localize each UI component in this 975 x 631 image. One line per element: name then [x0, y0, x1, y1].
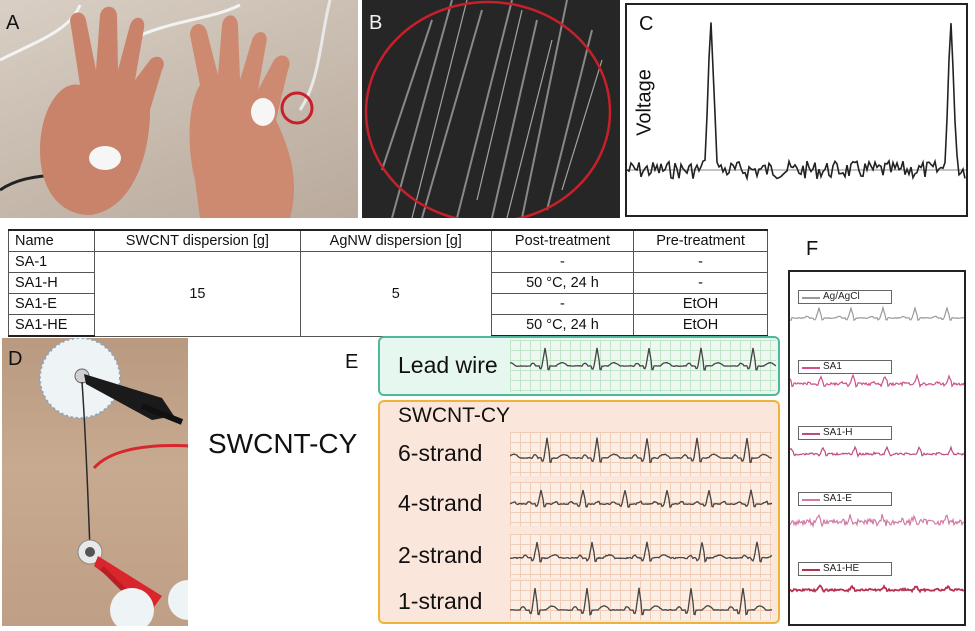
ecg-grid-4-strand: [509, 482, 773, 526]
table-row: SA1-HE 50 °C, 24 h EtOH: [7, 314, 768, 337]
post-treatment: 50 °C, 24 h: [490, 272, 635, 294]
table-row: SA-1 15 5 - -: [7, 251, 768, 337]
legend-swatch: [802, 297, 820, 299]
ecg-trace-2-strand: [509, 541, 773, 563]
swcnt-cy-title: SWCNT-CY: [398, 404, 510, 427]
legend-sa1: SA1: [798, 360, 892, 374]
legend-swatch: [802, 433, 820, 435]
strand-label: 6-strand: [398, 440, 483, 466]
ecg-trace-6-strand: [509, 437, 773, 464]
swcnt-cy-callout: SWCNT-CY: [208, 428, 358, 459]
lead-wire-ecg-grid: [509, 340, 777, 392]
chest-electrodes-photo: [39, 338, 188, 626]
ecg-grid-6-strand: [509, 432, 773, 476]
pre-treatment: -: [633, 272, 768, 294]
table-header: Pre-treatment: [633, 229, 768, 252]
post-treatment: -: [490, 251, 635, 273]
row-name: SA1-HE: [7, 314, 96, 337]
table-row: SA1-H 50 °C, 24 h -: [7, 272, 768, 294]
panel-b-label: B: [369, 12, 383, 34]
legend-label: Ag/AgCl: [823, 291, 860, 302]
table-header: Post-treatment: [490, 229, 635, 252]
legend-ag-agcl: Ag/AgCl: [798, 290, 892, 304]
panel-a-photo: A: [0, 0, 358, 218]
panel-d-photo: D: [2, 338, 188, 626]
lead-wire-box: Lead wire: [378, 336, 780, 396]
legend-swatch: [802, 367, 820, 369]
panel-f-ecg-comparison: Ag/AgCl SA1 SA1-H SA1-E SA1-HE: [788, 270, 966, 626]
ecg-grid-2-strand: [509, 534, 773, 578]
table-header: AgNW dispersion [g]: [299, 229, 492, 252]
swcnt-value: 15: [94, 251, 301, 337]
legend-label: SA1-E: [823, 493, 852, 504]
panel-c-voltage-plot: C Voltage: [625, 3, 968, 217]
lead-wire-label: Lead wire: [398, 352, 498, 378]
agnw-value: 5: [299, 251, 492, 337]
legend-sa1-h: SA1-H: [798, 426, 892, 440]
lead-wire-ecg-trace: [509, 347, 777, 371]
post-treatment: 50 °C, 24 h: [490, 314, 635, 337]
voltage-trace: [627, 22, 966, 182]
legend-sa1-e: SA1-E: [798, 492, 892, 506]
legend-sa1-he: SA1-HE: [798, 562, 892, 576]
row-name: SA1-E: [7, 293, 96, 315]
panel-e-label: E: [345, 351, 359, 373]
strand-label: 1-strand: [398, 588, 483, 614]
panel-f-label: F: [806, 238, 819, 260]
row-name: SA-1: [7, 251, 96, 273]
panel-b-sem-image: B: [362, 0, 620, 218]
panel-c-label: C: [639, 13, 654, 35]
hands-electrodes-photo: [0, 0, 332, 218]
panel-d-label: D: [8, 348, 23, 370]
legend-label: SA1-HE: [823, 563, 860, 574]
sample-table: Name SWCNT dispersion [g] AgNW dispersio…: [7, 229, 768, 337]
pre-treatment: EtOH: [633, 293, 768, 315]
swcnt-cy-box: SWCNT-CY 6-strand 4-strand 2-strand 1-st…: [378, 400, 780, 624]
panel-f-traces: [790, 305, 964, 594]
table-header: Name: [7, 229, 96, 252]
ecg-grid-1-strand: [509, 580, 772, 620]
strand-label: 2-strand: [398, 542, 483, 568]
legend-label: SA1: [823, 361, 842, 372]
pre-treatment: -: [633, 251, 768, 273]
pre-treatment: EtOH: [633, 314, 768, 337]
table-row: SA1-E - EtOH: [7, 293, 768, 315]
legend-swatch: [802, 499, 820, 501]
ecg-trace-1-strand: [509, 587, 772, 616]
post-treatment: -: [490, 293, 635, 315]
panel-a-label: A: [6, 12, 20, 34]
legend-label: SA1-H: [823, 427, 853, 438]
legend-swatch: [802, 569, 820, 571]
ecg-trace-4-strand: [509, 489, 773, 509]
row-name: SA1-H: [7, 272, 96, 294]
table-header: SWCNT dispersion [g]: [94, 229, 301, 252]
fiber-micrograph: [362, 0, 620, 218]
strand-label: 4-strand: [398, 490, 483, 516]
